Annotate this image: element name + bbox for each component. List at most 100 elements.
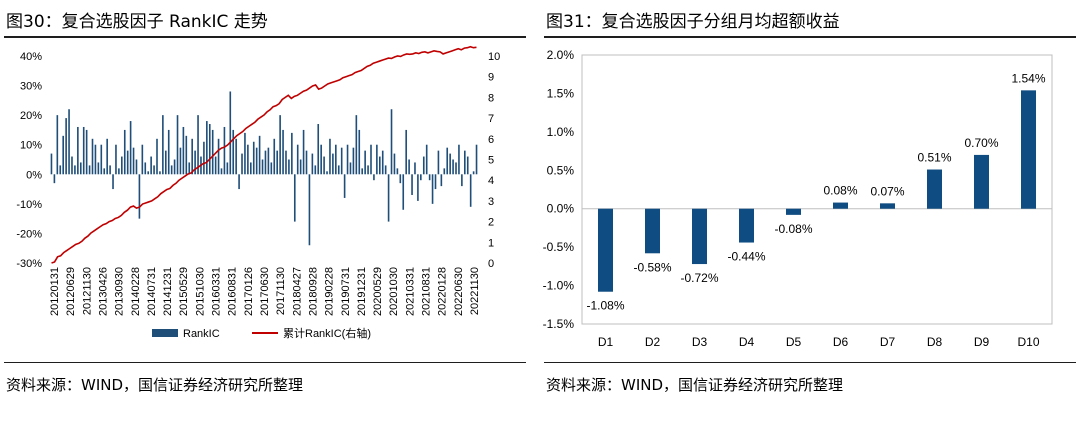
rankic-bar — [475, 144, 478, 175]
x-axis-tick-label: 20141231 — [162, 267, 174, 316]
x-axis-tick-label: 20140731 — [146, 267, 158, 316]
rankic-bar — [97, 162, 100, 175]
rankic-bar — [302, 129, 305, 175]
rankic-bar — [179, 147, 182, 175]
rankic-bar — [88, 165, 91, 175]
title-divider — [544, 36, 1076, 38]
legend-rankic-swatch — [152, 329, 178, 337]
rankic-chart-title: 图30：复合选股因子 RankIC 走势 — [6, 12, 268, 32]
x-axis-tick-label: 20190228 — [324, 267, 336, 316]
x-axis-tick-label: 20130930 — [114, 267, 126, 316]
decile-bar — [927, 169, 942, 209]
x-axis-tick-label: 20120629 — [65, 267, 77, 316]
rankic-bar — [420, 174, 422, 181]
source-divider — [4, 362, 526, 363]
left-axis-tick-label: -10% — [16, 199, 42, 211]
rankic-bar — [264, 150, 267, 175]
decile-bar — [880, 203, 895, 209]
rankic-bar — [296, 144, 299, 175]
rankic-source-note: 资料来源：WIND，国信证券经济研究所整理 — [6, 376, 304, 394]
rankic-bar — [71, 156, 73, 175]
rankic-bar — [220, 168, 223, 175]
rankic-bar — [384, 165, 387, 175]
x-axis-tick-label: 20180928 — [307, 267, 319, 316]
bar-data-label: -1.08% — [586, 299, 624, 313]
x-axis-tick-label: 20171130 — [275, 267, 287, 315]
x-axis-tick-label: 20210331 — [404, 267, 416, 316]
rankic-bar — [288, 159, 290, 175]
rankic-bar — [337, 165, 340, 175]
x-axis-tick-label: D8 — [927, 335, 943, 349]
x-axis-tick-label: 20200529 — [372, 267, 384, 316]
x-axis-tick-label: 20130426 — [97, 267, 109, 316]
rankic-bar — [299, 159, 302, 175]
rankic-bar — [115, 144, 117, 175]
rankic-bar — [144, 162, 147, 175]
rankic-bar — [393, 153, 396, 175]
rankic-bar — [103, 168, 106, 175]
rankic-bar — [367, 165, 369, 175]
rankic-bar — [405, 129, 407, 175]
y-axis-tick-label: 2.0% — [547, 48, 575, 62]
rankic-bar — [53, 174, 56, 184]
right-axis-tick-label: 0 — [488, 258, 494, 270]
rankic-bar — [464, 150, 466, 175]
x-axis-tick-label: D1 — [598, 335, 614, 349]
rankic-bar — [437, 150, 440, 175]
rankic-bar — [267, 147, 270, 175]
x-axis-tick-label: 20180427 — [291, 267, 303, 316]
rankic-bar — [466, 156, 469, 175]
rankic-bar — [106, 138, 108, 175]
x-axis-tick-label: 20151030 — [194, 267, 206, 316]
rankic-bar — [376, 144, 378, 175]
rankic-bar — [443, 168, 446, 175]
rankic-bar — [132, 147, 135, 175]
rankic-bar — [123, 129, 126, 175]
left-axis-tick-label: 20% — [20, 110, 42, 122]
rankic-bar — [458, 144, 460, 175]
rankic-bar — [65, 118, 67, 175]
rankic-bar — [455, 162, 457, 175]
cumulative-rankic-line — [51, 45, 477, 264]
rankic-bar — [194, 150, 196, 175]
decile-bar — [645, 208, 660, 254]
rankic-bar — [126, 150, 129, 175]
rankic-bar — [79, 162, 82, 175]
rankic-bar — [238, 174, 240, 190]
bar-data-label: 0.07% — [870, 184, 904, 198]
rankic-bar — [147, 171, 150, 175]
bar-data-label: 1.54% — [1011, 71, 1045, 85]
y-axis-tick-label: 1.0% — [547, 125, 575, 139]
y-axis-tick-label: 0.0% — [547, 202, 575, 216]
rankic-bar — [74, 165, 76, 175]
rankic-bar — [305, 150, 308, 175]
y-axis-tick-label: -1.5% — [543, 317, 575, 331]
rankic-bar — [229, 91, 232, 175]
rankic-bar — [314, 165, 317, 175]
right-axis-tick-label: 2 — [488, 217, 494, 229]
rankic-bar — [381, 150, 384, 175]
bar-data-label: -0.58% — [633, 260, 671, 274]
rankic-bar — [425, 144, 428, 175]
x-axis-tick-label: 20170126 — [243, 267, 255, 316]
rankic-bar — [332, 153, 334, 175]
right-axis-tick-label: 3 — [488, 196, 494, 208]
rankic-bar — [452, 159, 454, 175]
rankic-bar — [156, 138, 158, 175]
rankic-bar — [343, 174, 346, 198]
rankic-bar — [109, 165, 111, 175]
x-axis-tick-label: D9 — [974, 335, 990, 349]
rankic-bar — [364, 150, 366, 175]
rankic-bar — [273, 138, 276, 175]
rankic-bar — [378, 156, 381, 175]
rankic-bar — [176, 115, 179, 175]
rankic-bar — [308, 174, 311, 246]
left-axis-tick-label: 30% — [20, 81, 42, 93]
rankic-bar — [291, 132, 293, 175]
plot-frame — [581, 54, 1053, 325]
rankic-bar — [326, 171, 328, 175]
rankic-bar — [59, 165, 62, 175]
rankic-bar — [402, 174, 405, 210]
rankic-bar — [164, 150, 167, 175]
x-axis-tick-label: 20190731 — [340, 267, 352, 316]
